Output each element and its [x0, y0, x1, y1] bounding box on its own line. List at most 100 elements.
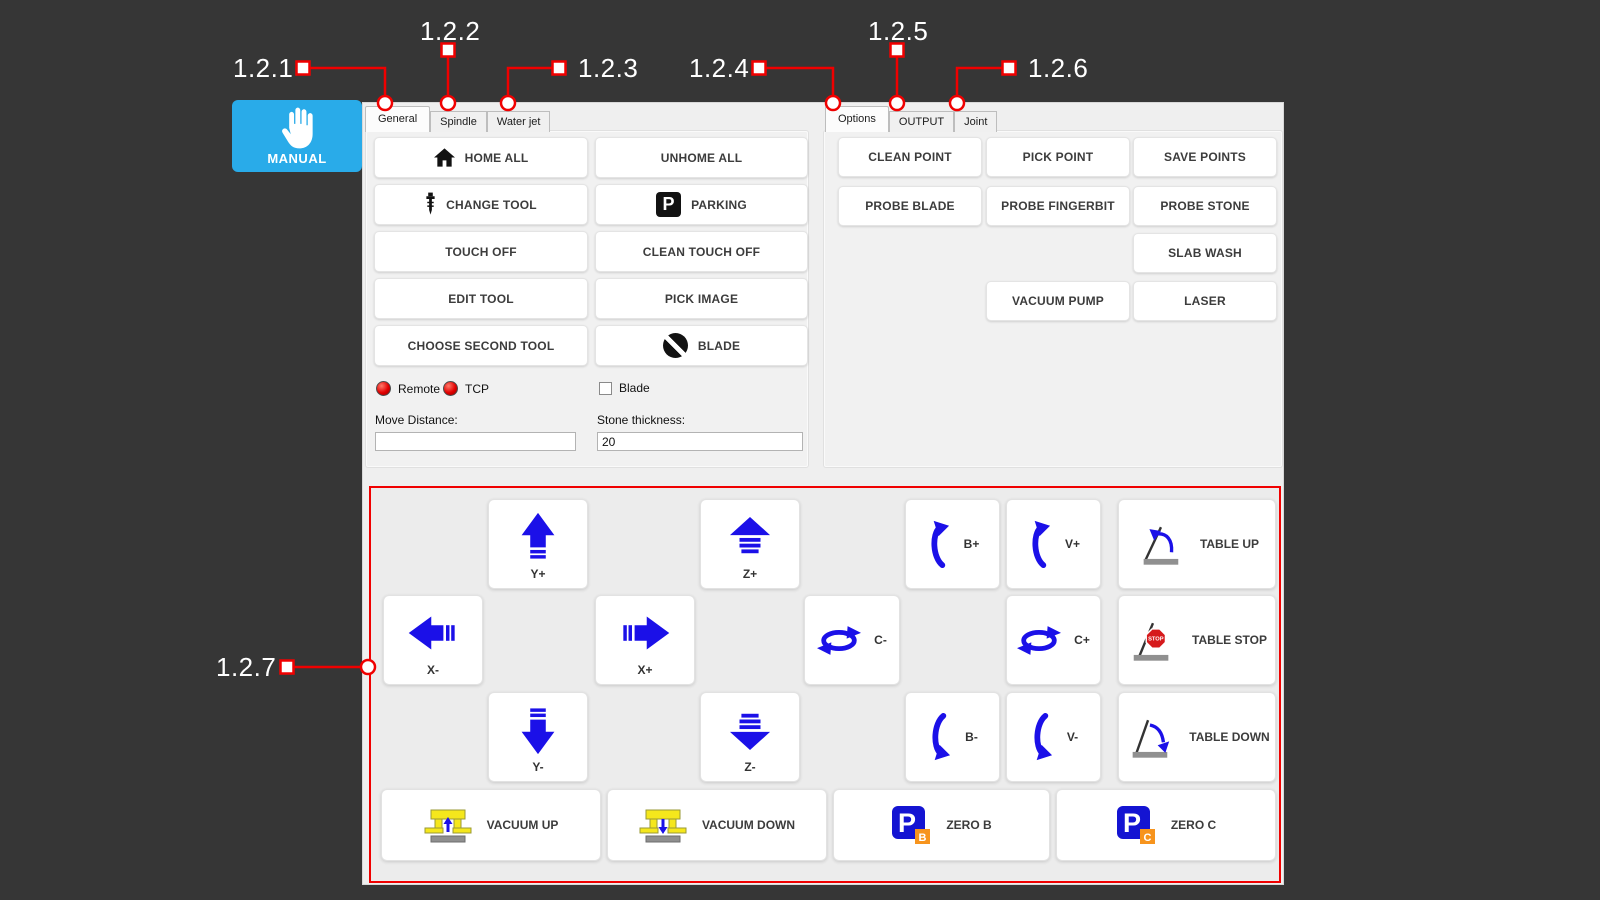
blade-checkbox[interactable] [599, 381, 612, 395]
probe-stone-button[interactable]: PROBE STONE [1133, 186, 1277, 226]
jog-z-plus-button[interactable]: Z+ [700, 499, 800, 589]
callout-label-1-2-7: 1.2.7 [216, 652, 277, 682]
jog-control-panel: Y+ Z+ B+ V+ T [369, 486, 1281, 883]
y-plus-label: Y+ [530, 567, 546, 581]
jog-y-plus-button[interactable]: Y+ [488, 499, 588, 589]
tcp-indicator[interactable]: TCP [443, 381, 489, 396]
vacuum-down-icon [639, 809, 687, 843]
home-all-button[interactable]: HOME ALL [374, 137, 588, 178]
slab-wash-button[interactable]: SLAB WASH [1133, 233, 1277, 273]
jog-c-minus-button[interactable]: C- [804, 595, 900, 685]
unhome-all-button[interactable]: UNHOME ALL [595, 137, 808, 178]
zero-c-button[interactable]: P C ZERO C [1056, 789, 1276, 861]
callout-marker-1-2-3 [551, 60, 567, 76]
manual-mode-button[interactable]: MANUAL [232, 100, 362, 172]
pick-image-button[interactable]: PICK IMAGE [595, 278, 808, 319]
tab-general[interactable]: General [365, 106, 431, 132]
blade-button[interactable]: BLADE [595, 325, 808, 366]
saw-blade-icon [662, 333, 688, 358]
table-down-label: TABLE DOWN [1189, 730, 1270, 744]
jog-c-plus-button[interactable]: C+ [1006, 595, 1101, 685]
zero-b-icon-letter: B [919, 832, 927, 844]
tab-output[interactable]: OUTPUT [888, 111, 955, 132]
pick-point-label: PICK POINT [1022, 150, 1094, 164]
parking-icon: P [656, 192, 682, 217]
jog-b-minus-button[interactable]: B- [905, 692, 1000, 782]
rotate-ccw-icon [817, 625, 862, 655]
remote-indicator[interactable]: Remote [376, 381, 440, 396]
table-up-button[interactable]: TABLE UP [1118, 499, 1276, 589]
vacuum-pump-button[interactable]: VACUUM PUMP [986, 281, 1130, 321]
clean-point-label: CLEAN POINT [868, 150, 952, 164]
jog-x-plus-button[interactable]: X+ [595, 595, 695, 685]
probe-fingerbit-button[interactable]: PROBE FINGERBIT [986, 186, 1130, 226]
zero-c-label: ZERO C [1170, 818, 1217, 832]
callout-marker-1-2-1 [295, 60, 311, 76]
jog-v-minus-button[interactable]: V- [1006, 692, 1101, 782]
x-plus-label: X+ [637, 663, 653, 677]
parking-button[interactable]: P PARKING [595, 184, 808, 225]
jog-b-plus-button[interactable]: B+ [905, 499, 1000, 589]
move-distance-input[interactable] [375, 432, 576, 451]
v-plus-label: V+ [1064, 537, 1080, 551]
table-up-label: TABLE UP [1199, 537, 1260, 551]
callout-label-1-2-5: 1.2.5 [868, 16, 929, 46]
jog-v-plus-button[interactable]: V+ [1006, 499, 1101, 589]
tab-spindle[interactable]: Spindle [430, 111, 487, 132]
tab-options[interactable]: Options [825, 106, 889, 132]
vacuum-down-label: VACUUM DOWN [701, 818, 796, 832]
blade-label: BLADE [697, 338, 741, 353]
vacuum-up-icon [424, 809, 472, 843]
laser-button[interactable]: LASER [1133, 281, 1277, 321]
right-tabstrip: Options OUTPUT Joint [825, 106, 998, 132]
blade-checkbox-row[interactable]: Blade [599, 381, 650, 395]
table-stop-button[interactable]: STOP TABLE STOP [1118, 595, 1276, 685]
tool-bit-icon [426, 192, 435, 215]
blade-checkbox-label: Blade [619, 381, 650, 395]
curved-arrow-up-icon [931, 520, 949, 569]
edit-tool-button[interactable]: EDIT TOOL [374, 278, 588, 319]
b-plus-label: B+ [963, 537, 980, 551]
clean-point-button[interactable]: CLEAN POINT [838, 137, 982, 177]
machine-control-window: General Spindle Water jet Options OUTPUT… [362, 102, 1284, 885]
pick-point-button[interactable]: PICK POINT [986, 137, 1130, 177]
vacuum-down-button[interactable]: VACUUM DOWN [607, 789, 827, 861]
edit-tool-label: EDIT TOOL [448, 291, 514, 306]
jog-y-minus-button[interactable]: Y- [488, 692, 588, 782]
left-tabstrip: General Spindle Water jet [365, 106, 551, 132]
arrow-down-stripes-icon [728, 709, 772, 751]
zero-b-button[interactable]: P B ZERO B [833, 789, 1050, 861]
touch-off-button[interactable]: TOUCH OFF [374, 231, 588, 272]
zero-c-icon-p: P [1123, 808, 1141, 838]
probe-blade-button[interactable]: PROBE BLADE [838, 186, 982, 226]
callout-label-1-2-4: 1.2.4 [689, 53, 750, 83]
jog-x-minus-button[interactable]: X- [383, 595, 483, 685]
hand-icon [282, 107, 313, 149]
vacuum-up-label: VACUUM UP [486, 818, 559, 832]
clean-touch-off-button[interactable]: CLEAN TOUCH OFF [595, 231, 808, 272]
tcp-led-icon [443, 381, 458, 396]
save-points-button[interactable]: SAVE POINTS [1133, 137, 1277, 177]
tab-joint[interactable]: Joint [954, 111, 998, 132]
home-icon [433, 148, 455, 167]
parking-label: PARKING [691, 197, 747, 212]
table-down-button[interactable]: TABLE DOWN [1118, 692, 1276, 782]
zero-c-icon-letter: C [1143, 832, 1151, 844]
choose-second-tool-button[interactable]: CHOOSE SECOND TOOL [374, 325, 588, 366]
curved-arrow-down-icon [932, 712, 951, 761]
tab-water-jet[interactable]: Water jet [486, 111, 551, 132]
stone-thickness-input[interactable] [597, 432, 803, 451]
unhome-all-label: UNHOME ALL [660, 150, 743, 165]
change-tool-button[interactable]: CHANGE TOOL [374, 184, 588, 225]
callout-line-1-2-4 [766, 66, 835, 96]
vacuum-up-button[interactable]: VACUUM UP [381, 789, 601, 861]
vacuum-pump-label: VACUUM PUMP [1012, 294, 1104, 308]
touch-off-label: TOUCH OFF [445, 244, 517, 259]
save-points-label: SAVE POINTS [1164, 150, 1246, 164]
jog-z-minus-button[interactable]: Z- [700, 692, 800, 782]
options-tab-panel: CLEAN POINT PICK POINT SAVE POINTS PROBE… [823, 130, 1283, 468]
c-plus-label: C+ [1074, 633, 1090, 647]
c-minus-label: C- [874, 633, 887, 647]
tcp-label: TCP [465, 381, 489, 396]
